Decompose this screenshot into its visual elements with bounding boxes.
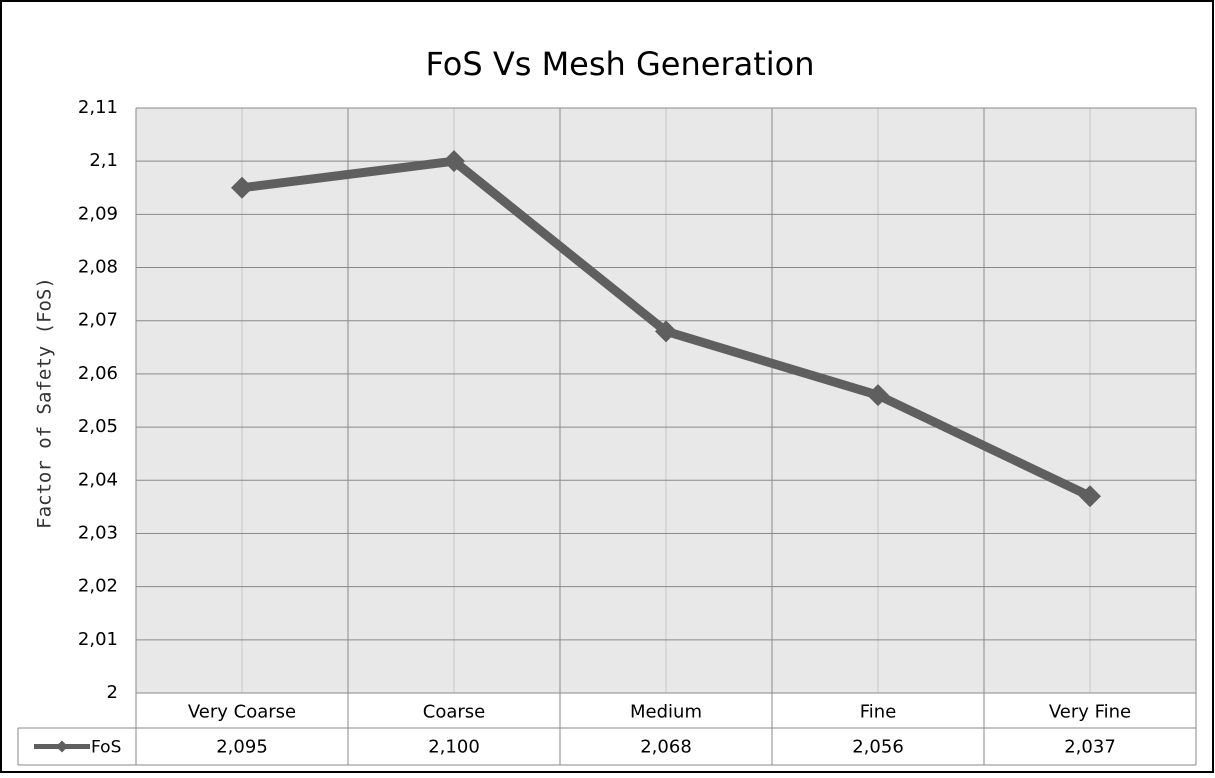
y-tick-label: 2,1 [89,150,118,171]
x-tick-label: Coarse [423,702,485,723]
marker [231,176,253,199]
y-axis-label: Factor of Safety (FoS) [34,277,56,529]
x-tick-label: Very Fine [1049,702,1131,723]
marker [443,150,465,173]
y-tick-label: 2,09 [78,203,118,224]
y-tick-label: 2,06 [78,363,118,384]
y-tick-label: 2,05 [78,416,118,437]
x-tick-label: Fine [860,702,897,723]
table-value: 2,095 [216,737,268,758]
legend-label: FoS [91,738,121,758]
table-value: 2,037 [1064,737,1116,758]
y-tick-label: 2,03 [78,522,118,543]
table-value: 2,100 [428,737,480,758]
chart-title: FoS Vs Mesh Generation [426,45,815,83]
x-tick-label: Medium [630,702,702,723]
y-tick-label: 2,07 [78,310,118,331]
y-tick-label: 2 [107,682,118,703]
y-tick-label: 2,01 [78,629,118,650]
y-tick-label: 2,02 [78,576,118,597]
y-tick-label: 2,04 [78,469,118,490]
x-tick-label: Very Coarse [188,702,296,723]
y-tick-label: 2,11 [78,97,118,118]
table-value: 2,056 [852,737,904,758]
legend-marker [56,740,68,753]
table-value: 2,068 [640,737,692,758]
marker [1079,485,1101,508]
marker [867,384,889,407]
y-tick-label: 2,08 [78,257,118,278]
y-label-box [20,250,70,550]
marker [655,320,677,343]
